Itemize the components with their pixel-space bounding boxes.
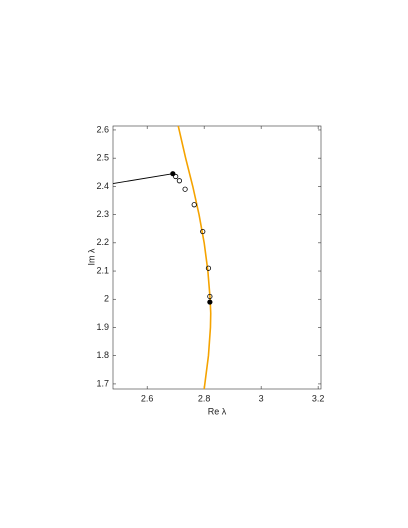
x-tick-label: 3.2 bbox=[312, 393, 325, 403]
y-tick-label: 2.2 bbox=[96, 237, 109, 247]
marker bbox=[170, 171, 176, 177]
curve bbox=[177, 125, 212, 390]
y-tick-label: 2.3 bbox=[96, 209, 109, 219]
marker bbox=[207, 293, 213, 300]
plot-area bbox=[112, 125, 322, 390]
marker bbox=[173, 173, 179, 180]
y-axis-label: Im λ bbox=[86, 248, 96, 265]
y-tick-label: 1.8 bbox=[96, 350, 109, 360]
marker bbox=[191, 202, 197, 208]
marker bbox=[176, 178, 182, 184]
y-tick-label: 2.4 bbox=[96, 181, 109, 191]
marker bbox=[182, 186, 188, 192]
y-tick-label: 2.6 bbox=[96, 124, 109, 134]
y-tick-label: 1.9 bbox=[96, 322, 109, 332]
y-tick-label: 1.7 bbox=[96, 378, 109, 388]
x-tick-label: 2.6 bbox=[141, 393, 154, 403]
x-axis-label: Re λ bbox=[208, 406, 227, 416]
y-tick-label: 2.1 bbox=[96, 265, 109, 275]
marker bbox=[200, 228, 206, 235]
y-tick-label: 2.5 bbox=[96, 153, 109, 163]
y-tick-label: 2 bbox=[104, 294, 109, 304]
curve bbox=[112, 173, 173, 185]
marker bbox=[205, 265, 212, 271]
marker bbox=[207, 299, 213, 305]
x-tick-label: 3 bbox=[259, 393, 264, 403]
x-tick-label: 2.8 bbox=[198, 393, 211, 403]
